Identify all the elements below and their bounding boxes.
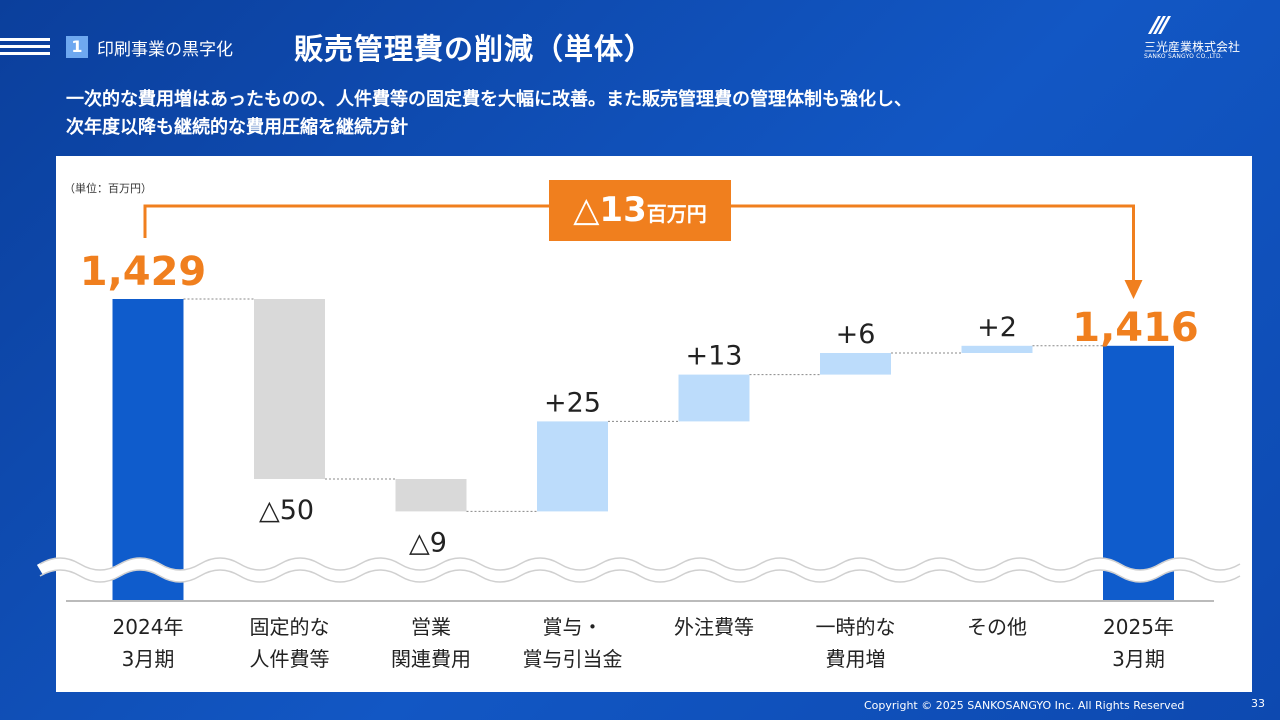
bar-1 bbox=[254, 299, 325, 479]
bar-5 bbox=[820, 353, 891, 375]
page-number: 33 bbox=[1251, 697, 1265, 710]
bar-6 bbox=[961, 345, 1033, 353]
bar-2 bbox=[395, 479, 467, 512]
total-change-unit: 百万円 bbox=[646, 202, 707, 226]
bar-0 bbox=[112, 299, 184, 600]
category-label-3-0: 賞与・ bbox=[543, 615, 603, 639]
bar-4 bbox=[678, 374, 750, 422]
category-label-1-1: 人件費等 bbox=[250, 647, 330, 671]
data-label-0: 1,429 bbox=[80, 249, 207, 295]
company-name-jp: 三光産業株式会社 bbox=[1144, 40, 1241, 54]
unit-label: （単位：百万円） bbox=[64, 182, 152, 195]
category-label-7-1: 3月期 bbox=[1112, 647, 1165, 671]
subtitle-line-2: 次年度以降も継続的な費用圧縮を継続方針 bbox=[66, 117, 408, 138]
section-label: 印刷事業の黒字化 bbox=[97, 40, 233, 60]
category-label-5-1: 費用増 bbox=[826, 647, 886, 671]
company-name-en: SANKO SANGYO CO.,LTD. bbox=[1144, 53, 1223, 60]
total-change-value: △13 bbox=[573, 190, 647, 230]
axis-break-line-top bbox=[39, 557, 1241, 571]
data-label-1: △50 bbox=[259, 495, 314, 526]
menu-lines-icon bbox=[0, 38, 50, 59]
axis-break-band bbox=[36, 558, 1244, 582]
section-number-badge: 1 bbox=[66, 36, 88, 58]
data-label-4: +13 bbox=[686, 341, 743, 372]
category-label-3-1: 賞与引当金 bbox=[523, 647, 623, 671]
bar-7 bbox=[1103, 345, 1174, 600]
data-label-6: +2 bbox=[977, 312, 1017, 343]
axis-break-line-bottom bbox=[39, 569, 1241, 583]
category-label-0-1: 3月期 bbox=[122, 647, 175, 671]
subtitle-line-1: 一次的な費用増はあったものの、人件費等の固定費を大幅に改善。また販売管理費の管理… bbox=[66, 89, 912, 110]
company-logo-icon bbox=[1148, 16, 1171, 34]
page-title: 販売管理費の削減（単体） bbox=[294, 32, 655, 66]
category-label-7-0: 2025年 bbox=[1103, 615, 1174, 639]
category-label-6-0: その他 bbox=[967, 615, 1027, 639]
category-label-5-0: 一時的な bbox=[816, 615, 896, 639]
category-label-4-0: 外注費等 bbox=[674, 615, 754, 639]
copyright: Copyright © 2025 SANKOSANGYO Inc. All Ri… bbox=[864, 699, 1185, 712]
data-label-2: △9 bbox=[409, 527, 447, 558]
subtitle: 一次的な費用増はあったものの、人件費等の固定費を大幅に改善。また販売管理費の管理… bbox=[66, 86, 1216, 142]
data-label-7: 1,416 bbox=[1072, 305, 1199, 351]
data-label-3: +25 bbox=[544, 387, 601, 418]
data-label-5: +6 bbox=[836, 319, 876, 350]
total-change-box: △13百万円 bbox=[549, 180, 731, 241]
total-change-arrow-icon bbox=[1124, 280, 1143, 299]
category-label-1-0: 固定的な bbox=[250, 615, 330, 639]
category-label-2-0: 営業 bbox=[411, 615, 451, 639]
category-label-0-0: 2024年 bbox=[113, 615, 184, 639]
category-label-2-1: 関連費用 bbox=[391, 647, 471, 671]
bar-3 bbox=[537, 421, 608, 512]
